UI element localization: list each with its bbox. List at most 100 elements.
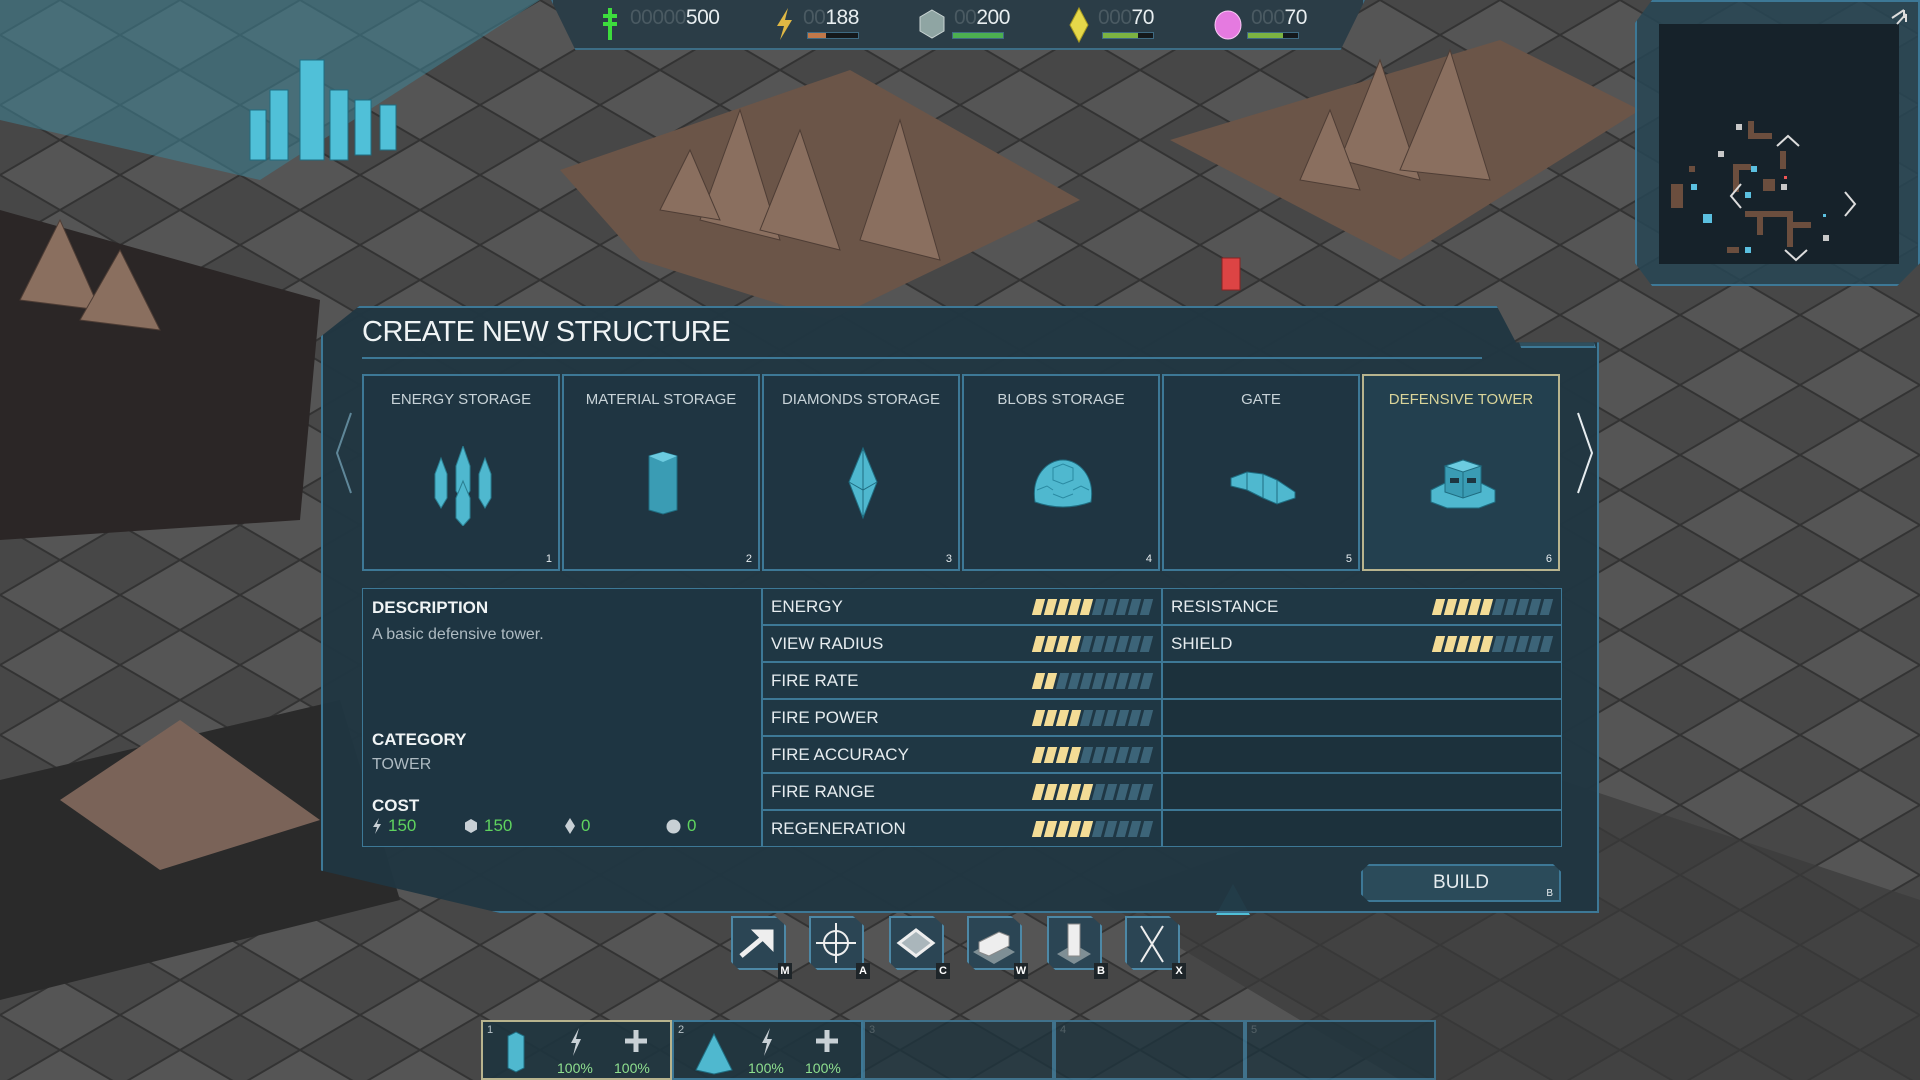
blobs-value: 70 <box>1284 6 1308 29</box>
stat-segment-empty <box>1139 636 1154 652</box>
stat-row-regeneration: REGENERATION <box>762 810 1162 847</box>
stat-segment-filled <box>1055 747 1070 763</box>
cancel-button[interactable] <box>1125 916 1180 970</box>
card-diamonds-storage[interactable]: DIAMONDS STORAGE 3 <box>762 374 960 571</box>
resource-padding: 000 <box>1251 6 1285 29</box>
build-structure-button[interactable] <box>1047 916 1102 970</box>
material-icon <box>465 819 477 833</box>
stat-segment-empty <box>1515 636 1530 652</box>
stat-segment-filled <box>1431 599 1446 615</box>
stat-segment-empty <box>1115 784 1130 800</box>
slot-number: 4 <box>1060 1024 1067 1036</box>
stat-segment-empty <box>1079 636 1094 652</box>
build-button[interactable]: BUILD B <box>1361 864 1561 902</box>
attack-button[interactable] <box>809 916 864 970</box>
card-label: MATERIAL STORAGE <box>585 391 737 408</box>
minimap-view[interactable] <box>1659 24 1899 264</box>
card-hotkey: 4 <box>1145 553 1152 565</box>
stat-segment-filled <box>1455 636 1470 652</box>
stat-segment-filled <box>1031 636 1046 652</box>
squad-slot-4[interactable]: 4 <box>1054 1020 1245 1080</box>
stat-segment-empty <box>1079 673 1094 689</box>
squad-slot-3[interactable]: 3 <box>863 1020 1054 1080</box>
close-icon <box>1140 925 1164 963</box>
stat-segment-empty <box>1539 599 1554 615</box>
minimap[interactable] <box>1635 0 1920 286</box>
stat-segment-filled <box>1067 784 1082 800</box>
stats-table: ENERGY VIEW RADIUS FIRE RATE FIRE POWER FIRE… <box>762 588 1562 847</box>
stat-segment-empty <box>1515 599 1530 615</box>
stat-row-view-radius: VIEW RADIUS <box>762 625 1162 662</box>
stat-name: REGENERATION <box>771 819 906 838</box>
stat-segment-empty <box>1103 599 1118 615</box>
stat-segment-empty <box>1115 599 1130 615</box>
stat-segment-empty <box>1503 636 1518 652</box>
stat-segment-filled <box>1055 784 1070 800</box>
card-hotkey: 3 <box>945 553 952 565</box>
stat-row-fire-range: FIRE RANGE <box>762 773 1162 810</box>
stat-segment-filled <box>1031 784 1046 800</box>
blob-icon <box>1214 10 1242 40</box>
clear-button[interactable] <box>889 916 944 970</box>
stat-segment-empty <box>1491 636 1506 652</box>
stat-segment-filled <box>1043 710 1058 726</box>
stat-segment-empty <box>1115 636 1130 652</box>
move-button[interactable] <box>731 916 786 970</box>
stat-segment-empty <box>1127 599 1142 615</box>
diamonds-progress <box>1102 32 1154 39</box>
stat-row-empty <box>1162 736 1562 773</box>
squad-slot-1[interactable]: 1 100% 100% <box>481 1020 672 1080</box>
squad-slot-2[interactable]: 2 100% 100% <box>672 1020 863 1080</box>
stat-segment-empty <box>1139 673 1154 689</box>
stat-row-resistance: RESISTANCE <box>1162 588 1562 625</box>
slot-number: 3 <box>869 1024 876 1036</box>
move-hotkey: M <box>778 963 792 979</box>
stat-segment-filled <box>1031 710 1046 726</box>
stat-level-bar <box>1431 636 1554 652</box>
stat-name: ENERGY <box>771 597 843 616</box>
category-heading: CATEGORY <box>372 730 467 749</box>
stat-segment-empty <box>1127 784 1142 800</box>
material-storage-icon <box>648 451 678 515</box>
card-material-storage[interactable]: MATERIAL STORAGE 2 <box>562 374 760 571</box>
stat-segment-filled <box>1043 747 1058 763</box>
resource-padding: 000 <box>1098 6 1132 29</box>
stat-level-bar <box>1031 784 1154 800</box>
health-icon <box>816 1030 838 1052</box>
energy-percent: 100% <box>748 1060 784 1076</box>
wall-button[interactable] <box>967 916 1022 970</box>
card-blobs-storage[interactable]: BLOBS STORAGE 4 <box>962 374 1160 571</box>
stat-segment-filled <box>1479 599 1494 615</box>
cost-heading: COST <box>372 796 420 815</box>
category-value: TOWER <box>372 756 432 773</box>
card-energy-storage[interactable]: ENERGY STORAGE 1 <box>362 374 560 571</box>
cost-material-value: 150 <box>484 816 513 835</box>
prev-page-arrow-icon[interactable] <box>331 408 361 498</box>
energy-progress <box>807 32 859 39</box>
stat-segment-filled <box>1431 636 1446 652</box>
stat-segment-empty <box>1055 673 1070 689</box>
stat-level-bar <box>1031 710 1154 726</box>
stat-segment-empty <box>1103 747 1118 763</box>
next-page-arrow-icon[interactable] <box>1570 408 1600 498</box>
stat-row-empty <box>1162 810 1562 847</box>
squad-slot-5[interactable]: 5 <box>1245 1020 1436 1080</box>
expand-icon[interactable] <box>1888 6 1910 28</box>
card-gate[interactable]: GATE 5 <box>1162 374 1360 571</box>
card-label: DEFENSIVE TOWER <box>1388 391 1534 408</box>
stat-segment-filled <box>1067 821 1082 837</box>
stat-row-shield: SHIELD <box>1162 625 1562 662</box>
wall-icon <box>973 931 1015 964</box>
wall-hotkey: W <box>1014 963 1028 979</box>
stat-level-bar <box>1031 747 1154 763</box>
dialog-title: CREATE NEW STRUCTURE <box>362 316 731 348</box>
gate-icon <box>1230 471 1296 505</box>
card-defensive-tower[interactable]: DEFENSIVE TOWER 6 <box>1362 374 1560 571</box>
stat-segment-empty <box>1127 636 1142 652</box>
build-hotkey: B <box>1546 888 1553 899</box>
defensive-tower-icon <box>1430 459 1496 509</box>
stat-level-bar <box>1031 636 1154 652</box>
tower-icon <box>1057 923 1091 964</box>
stat-segment-filled <box>1467 636 1482 652</box>
diamond-icon <box>1069 6 1089 44</box>
